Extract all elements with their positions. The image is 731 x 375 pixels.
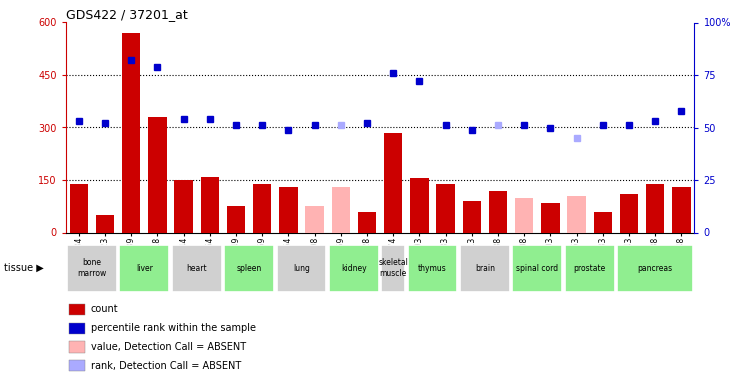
Bar: [119, 245, 170, 291]
Bar: [227, 206, 245, 232]
Text: thymus: thymus: [418, 264, 447, 273]
Bar: [358, 211, 376, 232]
Bar: [224, 245, 274, 291]
Bar: [253, 183, 271, 232]
Text: bone
marrow: bone marrow: [77, 258, 107, 278]
Text: tissue ▶: tissue ▶: [4, 263, 43, 273]
Bar: [646, 183, 664, 232]
Text: pancreas: pancreas: [637, 264, 673, 273]
Bar: [463, 201, 481, 232]
Bar: [175, 180, 193, 232]
Bar: [276, 245, 327, 291]
Bar: [67, 245, 117, 291]
Bar: [620, 194, 638, 232]
Text: rank, Detection Call = ABSENT: rank, Detection Call = ABSENT: [91, 361, 241, 370]
Bar: [460, 245, 510, 291]
Bar: [172, 245, 221, 291]
Text: liver: liver: [136, 264, 153, 273]
Bar: [122, 33, 140, 232]
Text: kidney: kidney: [341, 264, 367, 273]
Text: skeletal
muscle: skeletal muscle: [378, 258, 408, 278]
Bar: [332, 187, 350, 232]
Bar: [489, 190, 507, 232]
Bar: [436, 183, 455, 232]
Text: GDS422 / 37201_at: GDS422 / 37201_at: [66, 8, 188, 21]
Bar: [69, 341, 85, 352]
Bar: [515, 198, 534, 232]
Bar: [69, 360, 85, 371]
Bar: [382, 245, 405, 291]
Bar: [541, 203, 559, 232]
Bar: [148, 117, 167, 232]
Text: heart: heart: [186, 264, 207, 273]
Text: count: count: [91, 304, 118, 314]
Bar: [306, 206, 324, 232]
Bar: [673, 187, 691, 232]
Bar: [69, 183, 88, 232]
Text: spinal cord: spinal cord: [516, 264, 558, 273]
Bar: [69, 304, 85, 315]
Text: spleen: spleen: [237, 264, 262, 273]
Bar: [512, 245, 562, 291]
Bar: [279, 187, 298, 232]
Text: percentile rank within the sample: percentile rank within the sample: [91, 323, 256, 333]
Bar: [594, 211, 612, 232]
Text: value, Detection Call = ABSENT: value, Detection Call = ABSENT: [91, 342, 246, 352]
Bar: [617, 245, 693, 291]
Bar: [408, 245, 458, 291]
Bar: [567, 196, 586, 232]
Text: prostate: prostate: [574, 264, 606, 273]
Text: brain: brain: [475, 264, 495, 273]
Bar: [329, 245, 379, 291]
Bar: [201, 177, 219, 232]
Bar: [410, 178, 428, 232]
Bar: [565, 245, 615, 291]
Bar: [96, 215, 114, 232]
Bar: [69, 322, 85, 334]
Text: lung: lung: [293, 264, 310, 273]
Bar: [384, 133, 402, 232]
